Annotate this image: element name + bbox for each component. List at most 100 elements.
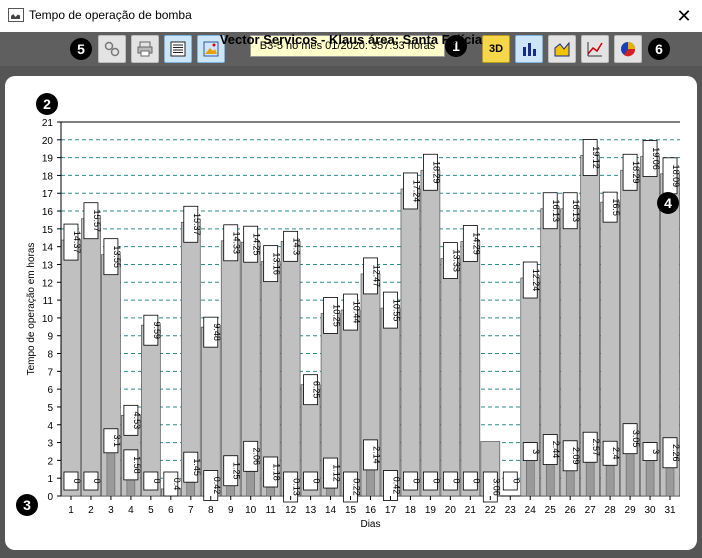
data-label-low: 2.06 (252, 448, 262, 466)
x-tick-label: 5 (148, 505, 154, 516)
data-label-high: 18.29 (631, 161, 641, 184)
callout-marker-1: 1 (445, 35, 467, 57)
y-tick-label: 19 (42, 154, 54, 165)
data-label-low-box (83, 471, 99, 491)
callout-marker-2: 2 (36, 93, 58, 115)
y-tick-label: 6 (47, 385, 53, 396)
y-tick-label: 14 (42, 243, 54, 254)
data-label-high: 13.33 (451, 249, 461, 272)
y-tick-label: 17 (42, 189, 54, 200)
data-label-low: 3.06 (491, 478, 501, 496)
data-label-high-box (243, 225, 259, 263)
y-tick-label: 16 (42, 207, 54, 218)
data-label-high-box (602, 191, 618, 223)
data-label-high: 9.48 (212, 323, 222, 341)
x-tick-label: 11 (265, 505, 276, 516)
y-tick-label: 4 (47, 421, 53, 432)
y-tick-label: 3 (47, 439, 53, 450)
data-bar (380, 307, 401, 497)
x-tick-label: 20 (445, 505, 457, 516)
bar-chart-button[interactable] (515, 35, 543, 63)
data-label-low-box (442, 471, 458, 491)
data-label-low-box (263, 456, 279, 488)
data-label-low: 0 (451, 478, 461, 483)
data-label-low: 2.57 (591, 438, 601, 456)
data-label-high: 17.24 (411, 180, 421, 203)
data-label-low-box (303, 471, 318, 491)
data-label-high-box (562, 192, 578, 230)
data-label-high: 19.06 (651, 147, 661, 170)
data-label-low: 1.18 (272, 463, 282, 481)
data-label-low: 2.4 (611, 447, 621, 460)
x-tick-label: 14 (325, 505, 337, 516)
data-label-high: 16.5 (611, 198, 621, 216)
data-label-high: 13.16 (272, 252, 282, 275)
y-tick-label: 7 (47, 367, 53, 378)
3d-toggle-button[interactable]: 3D (482, 35, 510, 63)
data-label-low-box (203, 470, 219, 501)
data-label-low: 0.42 (391, 477, 401, 495)
close-button[interactable]: ✕ (676, 6, 692, 26)
y-tick-label: 21 (42, 118, 54, 129)
data-label-low: 0 (431, 478, 441, 483)
data-bar (340, 309, 361, 497)
data-label-low: 0.22 (352, 478, 362, 496)
data-label-low: 2.09 (571, 447, 581, 465)
printer-icon (137, 41, 153, 57)
data-label-low-box (363, 439, 378, 471)
status-summary: B3-5 no mes 01/2020: 357:53 horas (250, 35, 445, 57)
x-tick-label: 7 (188, 505, 194, 516)
data-bar (280, 240, 301, 497)
data-label-low-box (542, 434, 558, 465)
x-tick-label: 12 (285, 505, 297, 516)
area-chart-button[interactable] (548, 35, 576, 63)
x-tick-label: 26 (565, 505, 577, 516)
data-bar (81, 218, 101, 497)
data-label-low: 0 (471, 478, 481, 483)
data-label-low: 0 (511, 478, 521, 483)
x-tick-label: 6 (168, 505, 174, 516)
pie-chart-button[interactable] (614, 35, 642, 63)
x-tick-label: 3 (108, 505, 114, 516)
x-axis-title: Dias (360, 519, 380, 530)
area-chart-icon (554, 41, 570, 57)
data-label-high-box (183, 205, 199, 243)
list-view-button[interactable] (164, 35, 192, 63)
data-label-low: 1.58 (132, 456, 142, 474)
x-tick-label: 18 (405, 505, 417, 516)
settings-button[interactable] (98, 35, 126, 63)
data-label-high: 4.53 (132, 412, 142, 430)
data-label-high-box (542, 192, 558, 230)
data-label-low: 3 (531, 449, 541, 454)
callout-marker-6: 6 (648, 38, 670, 60)
line-chart-button[interactable] (581, 35, 609, 63)
data-label-high-box (522, 261, 538, 299)
data-label-high-box (203, 316, 219, 348)
title-bar: Tempo de operação de bomba ✕ (0, 0, 702, 32)
data-label-high: 19.12 (591, 146, 601, 169)
data-label-low-box (323, 457, 338, 489)
callout-marker-3: 3 (16, 494, 38, 516)
print-button[interactable] (131, 35, 159, 63)
image-view-button[interactable] (197, 35, 225, 63)
y-tick-label: 0 (47, 492, 53, 503)
data-label-low: 0.42 (212, 477, 222, 495)
data-label-high: 12.47 (372, 265, 382, 288)
x-tick-label: 4 (128, 505, 134, 516)
data-label-high: 18.29 (431, 161, 441, 184)
data-label-low: 0 (411, 478, 421, 483)
data-label-low-box (482, 471, 498, 503)
line-chart-icon (587, 42, 603, 57)
data-label-low: 3.1 (112, 435, 122, 448)
data-label-low-box (522, 442, 538, 461)
data-label-high-box (63, 223, 79, 261)
data-label-low-box (143, 471, 159, 491)
x-tick-label: 27 (585, 505, 597, 516)
data-label-low: 3.05 (631, 430, 641, 448)
x-tick-label: 16 (365, 505, 377, 516)
data-label-low-box (423, 471, 438, 491)
data-label-low: 2.26 (671, 444, 681, 462)
y-tick-label: 2 (47, 456, 53, 467)
data-label-high: 6.25 (312, 381, 322, 399)
